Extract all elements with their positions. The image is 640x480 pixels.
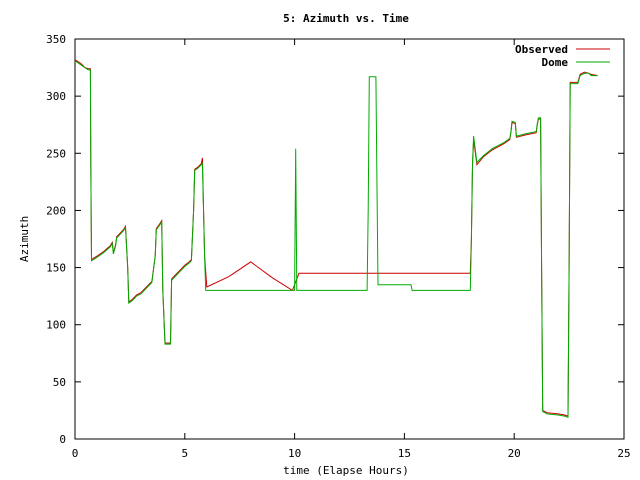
series-group [74, 59, 598, 419]
y-tick-label: 300 [46, 90, 66, 103]
series-line-observed [74, 59, 598, 417]
legend-label-observed: Observed [515, 43, 568, 56]
chart-title: 5: Azimuth vs. Time [283, 12, 409, 25]
x-tick-label: 15 [398, 447, 411, 460]
series-line-dome [74, 60, 598, 419]
plot-frame [74, 38, 625, 440]
y-tick-label: 100 [46, 319, 66, 332]
x-axis-label: time (Elapse Hours) [283, 464, 409, 477]
y-tick-label: 350 [46, 33, 66, 46]
y-tick-label: 50 [53, 376, 66, 389]
legend-label-dome: Dome [542, 56, 569, 69]
y-tick-label: 0 [59, 433, 66, 446]
x-tick-label: 10 [288, 447, 301, 460]
x-tick-label: 5 [181, 447, 188, 460]
y-tick-label: 250 [46, 147, 66, 160]
x-tick-label: 20 [508, 447, 521, 460]
x-tick-label: 25 [617, 447, 630, 460]
y-tick-label: 200 [46, 204, 66, 217]
x-tick-label: 0 [72, 447, 79, 460]
y-axis-label: Azimuth [18, 216, 31, 262]
y-tick-label: 150 [46, 262, 66, 275]
